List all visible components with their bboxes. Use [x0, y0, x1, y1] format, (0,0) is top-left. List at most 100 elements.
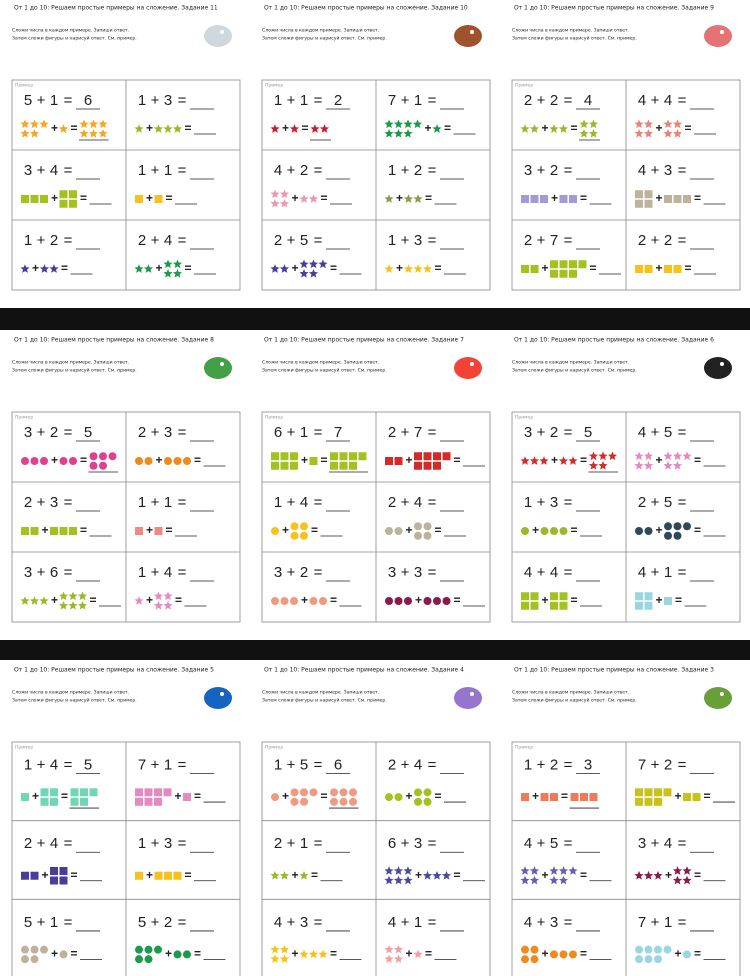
addend: 2 — [550, 92, 558, 109]
addend: 1 — [50, 92, 58, 109]
addend: 3 — [164, 835, 172, 852]
plus-sign: + — [401, 835, 410, 852]
square-shape — [290, 452, 298, 461]
star-shape — [588, 460, 599, 470]
square-shape — [59, 876, 68, 885]
circle-shape — [330, 788, 338, 797]
plus-sign: + — [301, 593, 308, 607]
circle-shape — [414, 531, 422, 540]
plus-sign: + — [541, 593, 548, 607]
equals-sign: = — [564, 914, 573, 931]
square-shape — [644, 190, 653, 199]
equals-sign: = — [64, 835, 73, 852]
circle-shape — [530, 955, 539, 964]
star-shape — [568, 866, 578, 875]
animal-icon — [204, 357, 232, 379]
square-shape — [154, 527, 163, 535]
star-shape — [308, 949, 319, 959]
square-shape — [59, 866, 68, 875]
circle-shape — [654, 955, 662, 964]
star-shape — [643, 870, 654, 880]
plus-sign: + — [291, 191, 298, 205]
star-shape — [279, 944, 290, 954]
equals-sign: = — [314, 494, 323, 511]
star-shape — [607, 451, 618, 461]
star-shape — [422, 870, 433, 880]
equals-sign: = — [314, 162, 323, 179]
square-shape — [59, 190, 68, 199]
instruction: Сложи числа в каждом примере. Запиши отв… — [512, 690, 629, 696]
star-shape — [413, 194, 423, 203]
star-shape — [134, 596, 144, 605]
circle-shape — [173, 950, 182, 959]
square-shape — [21, 871, 29, 880]
worksheet-title: От 1 до 10: Решаем простые примеры на сл… — [14, 337, 214, 344]
circle-shape — [280, 597, 289, 605]
plus-sign: + — [174, 789, 181, 803]
plus-sign: + — [401, 232, 410, 249]
circle-shape — [394, 527, 403, 535]
example-label: Пример — [15, 415, 33, 421]
square-shape — [559, 592, 568, 601]
plus-sign: + — [551, 191, 558, 205]
star-shape — [634, 451, 644, 461]
addend: 2 — [664, 757, 672, 774]
worksheet-title: От 1 до 10: Решаем простые примеры на сл… — [14, 667, 214, 674]
addend: 4 — [50, 835, 58, 852]
plus-sign: + — [37, 92, 46, 109]
addend: 1 — [274, 92, 282, 109]
circle-shape — [644, 527, 653, 535]
answer: 2 — [334, 92, 342, 109]
plus-sign: + — [287, 424, 296, 441]
example-label: Пример — [515, 745, 533, 751]
equals-sign: = — [570, 593, 577, 607]
addend: 3 — [24, 424, 32, 441]
addend: 4 — [664, 92, 672, 109]
animal-eye — [220, 30, 224, 34]
plus-sign: + — [37, 232, 46, 249]
star-shape — [163, 591, 173, 601]
star-shape — [384, 875, 394, 885]
circle-shape — [423, 597, 432, 605]
animal-icon — [454, 687, 482, 709]
plus-sign: + — [287, 914, 296, 931]
star-shape — [88, 119, 99, 129]
square-shape — [280, 461, 289, 470]
square-shape — [349, 461, 357, 470]
circle-shape — [309, 597, 318, 605]
addend: 3 — [24, 162, 32, 179]
answer: 6 — [334, 757, 342, 774]
addend: 3 — [164, 424, 172, 441]
star-shape — [432, 124, 442, 133]
square-shape — [644, 797, 653, 806]
instruction: Затем сложи фигуры и нарисуй ответ. См. … — [512, 697, 637, 704]
circle-shape — [135, 955, 143, 964]
equals-sign: = — [453, 593, 460, 607]
square-shape — [559, 601, 568, 610]
circle-shape — [290, 531, 299, 540]
circle-shape — [664, 522, 672, 531]
star-shape — [308, 194, 319, 203]
circle-shape — [521, 945, 529, 954]
addend: 4 — [164, 564, 172, 581]
plus-sign: + — [151, 424, 160, 441]
circle-shape — [414, 788, 422, 797]
star-shape — [672, 460, 683, 470]
addend: 1 — [164, 494, 172, 511]
star-shape — [308, 259, 319, 269]
addend: 2 — [388, 757, 396, 774]
equals-sign: = — [178, 914, 187, 931]
circle-shape — [173, 457, 182, 465]
circle-shape — [644, 945, 653, 954]
star-shape — [279, 264, 290, 273]
plus-sign: + — [32, 789, 39, 803]
star-shape — [77, 600, 88, 610]
example-label: Пример — [15, 745, 33, 751]
star-shape — [634, 460, 644, 470]
animal-icon — [454, 357, 482, 379]
circle-shape — [59, 457, 68, 465]
equals-sign: = — [580, 191, 587, 205]
example-label: Пример — [515, 83, 533, 89]
star-shape — [653, 870, 663, 880]
star-shape — [29, 596, 40, 605]
